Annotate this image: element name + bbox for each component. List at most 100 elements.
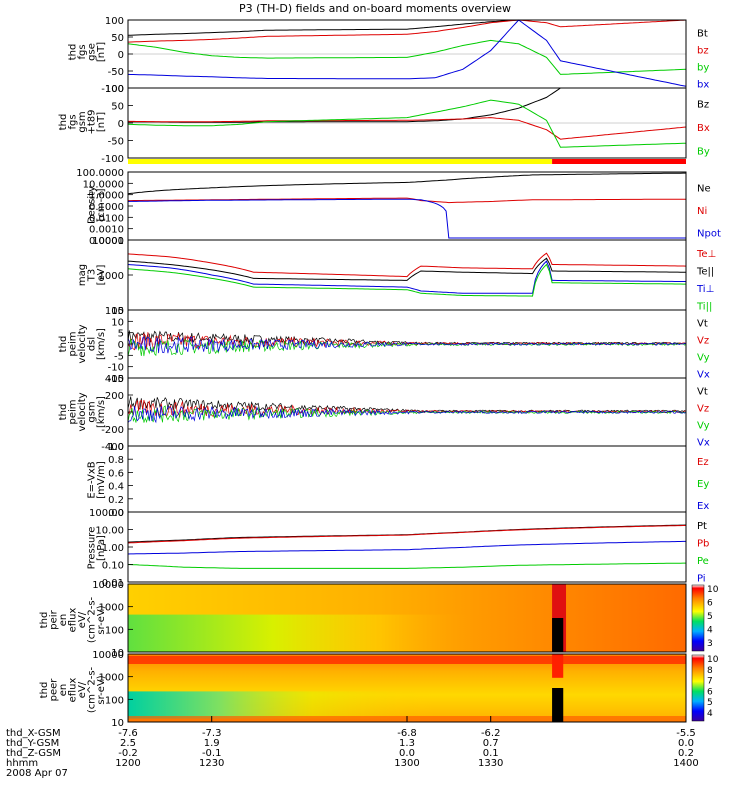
ytick-label-velocity_gsm-2: 0	[118, 408, 124, 419]
ylabel-velocity_dsl-1: peim	[68, 331, 79, 356]
ytick-label-efield-4: 0.2	[108, 495, 124, 506]
axis-row-value-thd_X-GSM-4: -5.5	[676, 728, 696, 739]
ylabel-density-0: Density	[87, 186, 98, 224]
legend-velocity_dsl-Vz: Vz	[697, 336, 709, 347]
axis-row-value-thd_Y-GSM-4: 0.0	[678, 738, 694, 749]
axis-row-label-thd_Z-GSM: thd_Z-GSM	[6, 748, 61, 759]
colorbar-ion_eflux	[691, 584, 705, 652]
ylabel-ion_eflux-6: sr-eV)	[96, 605, 107, 634]
ylabel-velocity_dsl-0: thd	[58, 336, 69, 353]
axis-row-value-hhmm-0: 1200	[115, 758, 140, 769]
series-velocity_gsm-Vt	[127, 396, 687, 413]
series-temperature-Te||	[127, 257, 686, 281]
ylabel-ion_eflux-0: thd	[39, 612, 50, 629]
ylabel-fgs_gse-3: [nT]	[96, 42, 107, 62]
series-pressure-Pb	[127, 525, 686, 544]
series-density-Npot	[127, 198, 686, 239]
series-temperature-Te⊥	[127, 252, 687, 278]
ytick-label-velocity_dsl-4: -5	[114, 351, 124, 362]
ytick-label-fgs_gse-1: 50	[111, 33, 124, 44]
frame-ion_eflux	[127, 583, 687, 653]
legend-fgs_gse-by: by	[697, 63, 709, 74]
status-bar-segment-0	[128, 159, 553, 164]
status-bar-segment-1	[552, 159, 686, 164]
colorbar-tick-electron_eflux-5: 4	[707, 709, 713, 719]
spectrogram-low-energy-band	[128, 691, 435, 719]
panel-efield: E=-VxB[mV/m] Ez Ey Ex 1.0 0.8 0.6 0.4 0.2 0.0	[87, 442, 710, 519]
panel-density: Density[cm-3] Ne Ni Npot 100.000010.00001.00…	[76, 168, 721, 247]
ylabel-density-1: [cm-3]	[96, 188, 107, 221]
ylabel-pressure-1: [nPa]	[96, 535, 107, 561]
ytick-label-temperature-1: 1000	[99, 271, 124, 282]
series-pressure-Pi	[127, 540, 686, 555]
ytick-label-density-1: 10.0000	[83, 179, 124, 190]
legend-fgs_gsm-Bz: Bz	[697, 100, 709, 111]
ytick-label-efield-5: 0.0	[108, 508, 124, 519]
ytick-label-density-6: 0.0001	[89, 236, 124, 247]
spectrogram-high-energy-band	[128, 656, 686, 664]
series-velocity_gsm-Vx	[127, 405, 687, 424]
ylabel-temperature-0: mag	[77, 264, 88, 286]
ylabel-ion_eflux-1: peir	[49, 609, 60, 629]
ytick-label-efield-3: 0.4	[108, 482, 124, 493]
ytick-label-pressure-1: 10.00	[95, 526, 124, 537]
panel-pressure: Pressure[nPa] Pt Pb Pe Pi 100.00 10.00 1.00 0.10…	[87, 508, 710, 589]
ytick-label-efield-2: 0.6	[108, 468, 124, 479]
frame-pressure	[127, 511, 687, 583]
axis-row-value-thd_X-GSM-3: -6.2	[481, 728, 501, 739]
series-velocity_gsm-Vz	[127, 399, 687, 419]
series-fgs_gse-bz	[127, 19, 687, 43]
legend-efield-Ex: Ex	[697, 501, 709, 512]
ytick-label-electron_eflux-0: 10000	[92, 650, 124, 661]
legend-temperature-Ti⊥: Ti⊥	[696, 284, 714, 295]
axis-row-value-thd_X-GSM-2: -6.8	[397, 728, 417, 739]
ylabel-efield-1: [mV/m]	[96, 461, 107, 499]
ylabel-velocity_gsm-0: thd	[58, 404, 69, 421]
ytick-label-velocity_dsl-6: -15	[108, 374, 124, 385]
series-fgs_gse-bx	[127, 19, 687, 87]
ytick-label-fgs_gse-0: 100	[105, 16, 124, 27]
ylabel-fgs_gse-2: gse	[87, 43, 98, 61]
ytick-label-fgs_gse-4: -100	[101, 84, 124, 95]
legend-fgs_gsm-By: By	[697, 146, 710, 157]
legend-velocity_gsm-Vx: Vx	[697, 438, 710, 449]
ylabel-electron_eflux-5: (cm^2-s-	[87, 666, 98, 713]
legend-fgs_gsm-Bx: Bx	[697, 123, 710, 134]
axis-row-value-thd_Z-GSM-1: -0.1	[202, 748, 222, 759]
legend-pressure-Pi: Pi	[697, 573, 706, 584]
ytick-label-pressure-0: 100.00	[89, 508, 124, 519]
ytick-label-efield-1: 0.8	[108, 455, 124, 466]
legend-velocity_dsl-Vy: Vy	[697, 353, 710, 364]
legend-velocity_gsm-Vy: Vy	[697, 421, 710, 432]
legend-velocity_dsl-Vt: Vt	[697, 319, 708, 330]
frame-efield	[127, 445, 687, 513]
axis-row-value-thd_X-GSM-1: -7.3	[202, 728, 222, 739]
panel-electron_eflux: thdpeerenefluxeV/(cm^2-s-sr-eV)108765410…	[39, 650, 719, 729]
ylabel-electron_eflux-6: sr-eV)	[96, 675, 107, 704]
legend-pressure-Pb: Pb	[697, 538, 709, 549]
ylabel-electron_eflux-4: eV/	[77, 681, 88, 698]
ytick-label-fgs_gsm-1: 50	[111, 102, 124, 113]
axis-row-value-thd_Z-GSM-3: 0.1	[483, 748, 499, 759]
ytick-label-fgs_gsm-3: -50	[108, 137, 124, 148]
legend-density-Npot: Npot	[697, 229, 721, 240]
ylabel-fgs_gse-1: fgs	[77, 44, 88, 59]
ylabel-electron_eflux-3: eflux	[68, 678, 79, 703]
ytick-label-density-2: 1.0000	[89, 191, 124, 202]
spectrogram-burst	[552, 654, 564, 678]
axis-row-value-thd_Z-GSM-2: 0.0	[399, 748, 415, 759]
panel-ion_eflux: thdpeirenefluxeV/(cm^2-s-sr-eV)106543100…	[39, 580, 719, 659]
legend-pressure-Pe: Pe	[697, 556, 709, 567]
axis-row-value-thd_Z-GSM-0: -0.2	[118, 748, 138, 759]
ylabel-ion_eflux-2: en	[58, 614, 69, 627]
colorbar-electron_eflux	[691, 654, 705, 722]
ylabel-velocity_dsl-3: dsl	[87, 337, 98, 351]
ylabel-temperature-2: [eV]	[96, 265, 107, 286]
legend-temperature-Te||: Te||	[696, 266, 714, 277]
ylabel-fgs_gsm-0: thd	[58, 114, 69, 131]
ylabel-ion_eflux-5: (cm^2-s-	[87, 596, 98, 643]
